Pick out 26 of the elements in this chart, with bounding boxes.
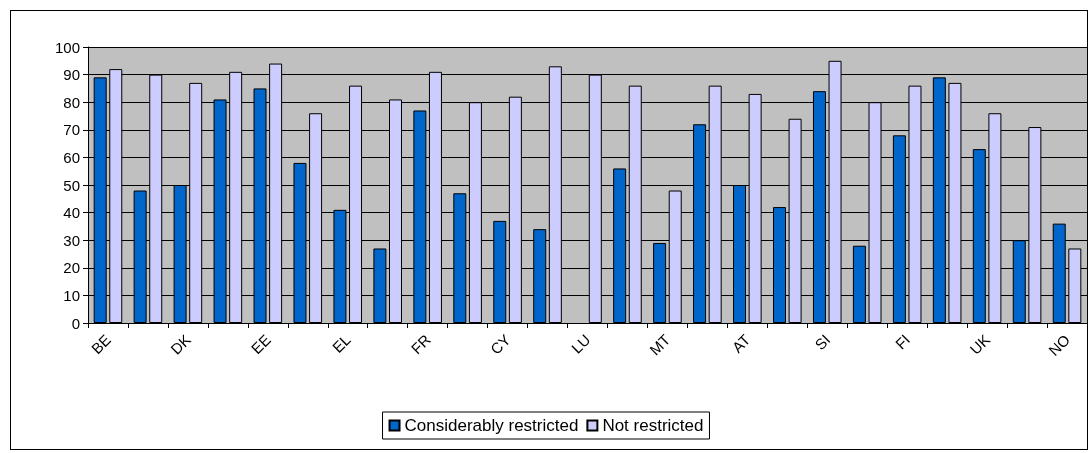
- x-tick-label: BE: [87, 330, 114, 358]
- legend-label: Not restricted: [602, 416, 704, 435]
- x-tick-label: CY: [486, 330, 514, 358]
- x-tick-label: AT: [728, 330, 754, 356]
- x-tick-label: FI: [891, 330, 914, 353]
- x-tick-label: NO: [1045, 330, 1074, 359]
- x-tick-label: SI: [811, 330, 834, 354]
- x-tick-label: LU: [567, 330, 594, 357]
- y-tick-label: 80: [63, 93, 80, 111]
- x-tick-label: DK: [167, 330, 194, 358]
- y-tick-label: 0: [71, 314, 80, 332]
- y-tick-label: 10: [63, 286, 80, 304]
- x-tick-label: EE: [247, 330, 274, 358]
- y-tick-label: 60: [63, 148, 80, 166]
- x-tick-label: EL: [328, 330, 354, 356]
- y-tick-label: 20: [63, 259, 80, 277]
- y-tick-label: 40: [63, 204, 80, 222]
- y-tick-label: 30: [63, 231, 80, 249]
- y-tick-label: 90: [63, 66, 80, 84]
- x-tick-label: FR: [407, 330, 434, 358]
- x-tick-label: UK: [966, 330, 994, 358]
- y-tick-label: 50: [63, 176, 80, 194]
- x-tick-label: MT: [646, 330, 674, 359]
- y-tick-label: 70: [63, 121, 80, 139]
- legend-label: Considerably restricted: [404, 416, 579, 435]
- y-tick-label: 100: [54, 38, 80, 56]
